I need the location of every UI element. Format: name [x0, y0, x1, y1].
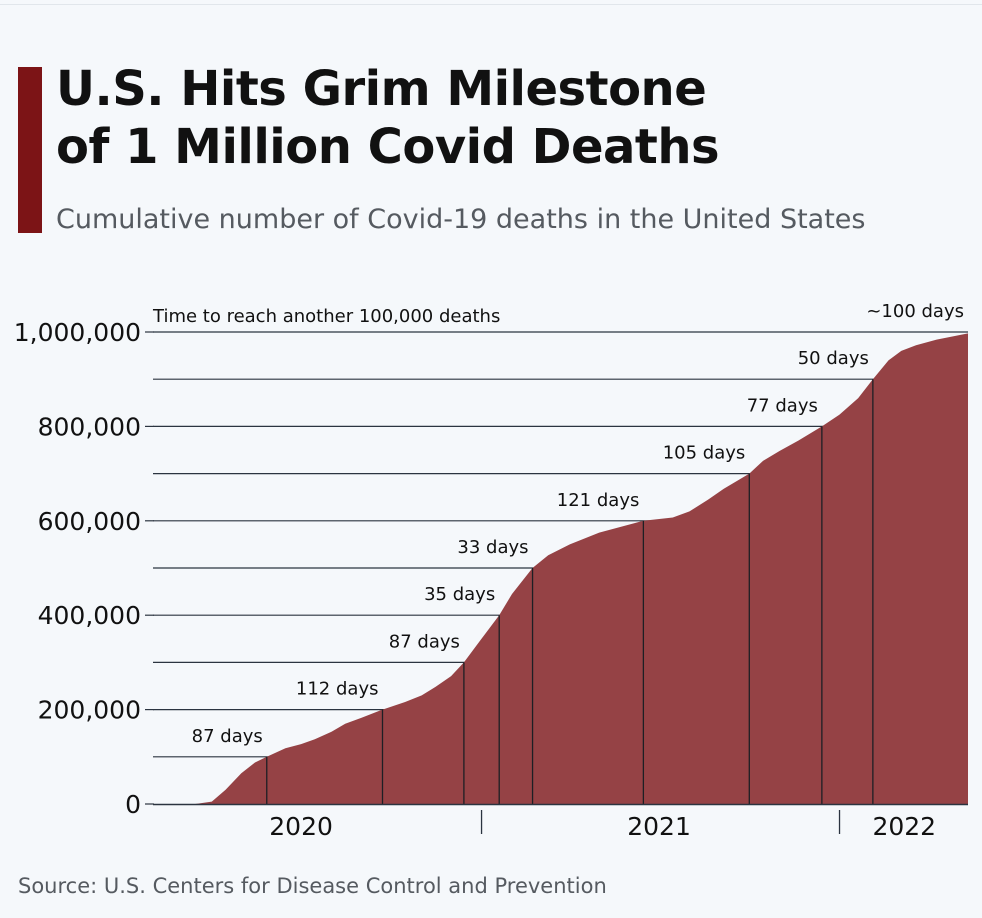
milestone-label: 87 days: [192, 726, 263, 747]
annotation-header: Time to reach another 100,000 deaths: [152, 306, 500, 327]
milestone-drop-lines: [266, 379, 874, 804]
top-divider: [0, 4, 982, 5]
chart-title: U.S. Hits Grim Milestone of 1 Million Co…: [56, 60, 976, 176]
title-accent-bar: [18, 67, 42, 233]
y-axis: 0 200,000 400,000 600,000 800,000 1,000,000: [14, 318, 154, 819]
milestone-label: 112 days: [296, 679, 379, 700]
y-tick-label: 400,000: [38, 601, 141, 630]
y-tick-label: 200,000: [38, 696, 141, 725]
milestone-label: 121 days: [557, 490, 640, 511]
milestone-label: 33 days: [457, 537, 528, 558]
y-tick-label: 1,000,000: [14, 318, 141, 347]
x-year-label: 2022: [872, 812, 936, 841]
chart-subtitle: Cumulative number of Covid-19 deaths in …: [56, 204, 866, 235]
y-tick-label: 600,000: [38, 507, 141, 536]
x-year-label: 2021: [627, 812, 691, 841]
x-year-label: 2020: [269, 812, 333, 841]
source-note: Source: U.S. Centers for Disease Control…: [18, 874, 607, 898]
milestone-label: 87 days: [389, 631, 460, 652]
cumulative-deaths-area: [153, 333, 968, 804]
title-line-1: U.S. Hits Grim Milestone: [56, 61, 707, 117]
milestone-label: 35 days: [424, 584, 495, 605]
title-line-2: of 1 Million Covid Deaths: [56, 119, 720, 175]
deaths-area-chart: 87 days 112 days 87 days 35 days 33 days 121 …: [14, 301, 968, 841]
x-axis: 2020 2021 2022: [153, 803, 968, 841]
milestone-labels: 87 days 112 days 87 days 35 days 33 days 121 …: [192, 301, 964, 747]
milestone-label: 77 days: [747, 395, 818, 416]
y-tick-label: 0: [125, 790, 141, 819]
milestone-label: ~100 days: [866, 301, 964, 322]
milestone-label: 50 days: [798, 348, 869, 369]
milestone-label: 105 days: [663, 443, 746, 464]
y-tick-label: 800,000: [38, 412, 141, 441]
